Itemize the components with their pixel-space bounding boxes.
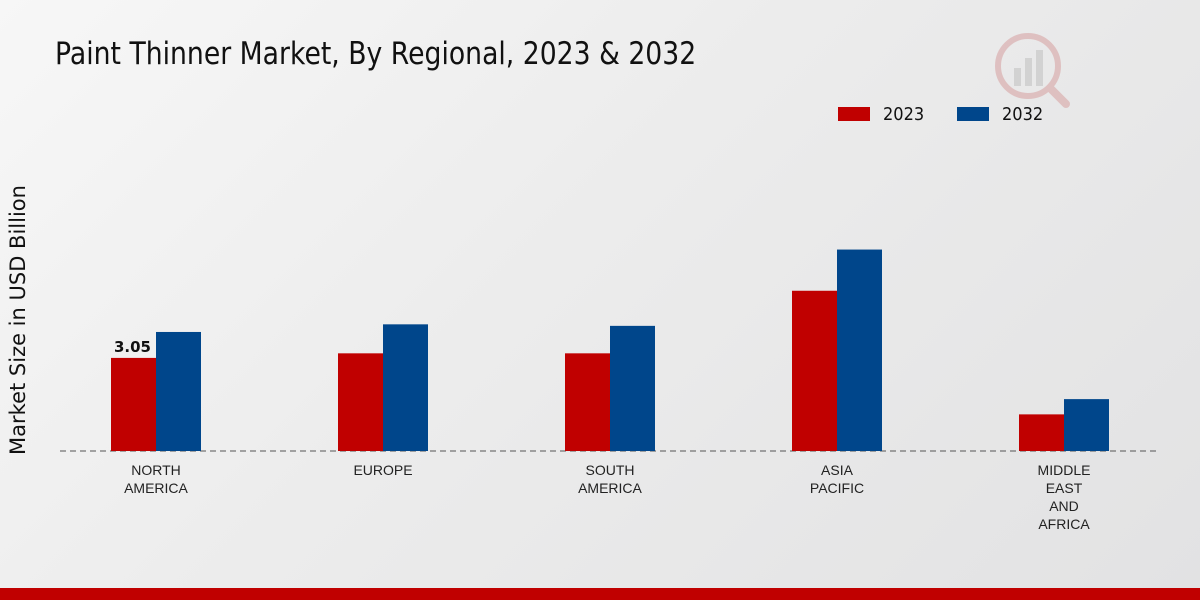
x-tick-label: AMERICA: [124, 480, 188, 496]
x-tick-label: SOUTH: [586, 462, 635, 478]
bar-2032-2: [610, 325, 655, 451]
x-tick-label: PACIFIC: [810, 480, 864, 496]
bar-2023-1: [338, 353, 383, 451]
bar-2032-4: [1064, 399, 1109, 451]
data-label: 3.05: [114, 338, 151, 356]
x-tick-label: EAST: [1046, 480, 1083, 496]
x-tick-label: AMERICA: [578, 480, 642, 496]
bar-2023-2: [565, 353, 610, 451]
x-tick-label: EUROPE: [353, 462, 412, 478]
chart-title: Paint Thinner Market, By Regional, 2023 …: [55, 36, 697, 72]
legend-label-2032: 2032: [1002, 104, 1044, 125]
bar-2032-1: [383, 324, 428, 451]
x-tick-label: ASIA: [821, 462, 854, 478]
x-tick-label: MIDDLE: [1038, 462, 1091, 478]
bottom-accent-bar: [0, 588, 1200, 600]
bar-2023-0: [111, 357, 156, 451]
x-tick-label: AFRICA: [1038, 516, 1090, 532]
legend-label-2023: 2023: [883, 104, 925, 125]
x-tick-label: AND: [1049, 498, 1079, 514]
bar-2023-3: [792, 290, 837, 451]
x-tick-label: NORTH: [131, 462, 181, 478]
bar-2023-4: [1019, 414, 1064, 451]
legend-swatch-2032: [957, 107, 989, 121]
bar-2032-0: [156, 331, 201, 451]
brand-logo-icon: [995, 33, 1070, 108]
bar-2032-3: [837, 249, 882, 451]
legend-swatch-2023: [838, 107, 870, 121]
